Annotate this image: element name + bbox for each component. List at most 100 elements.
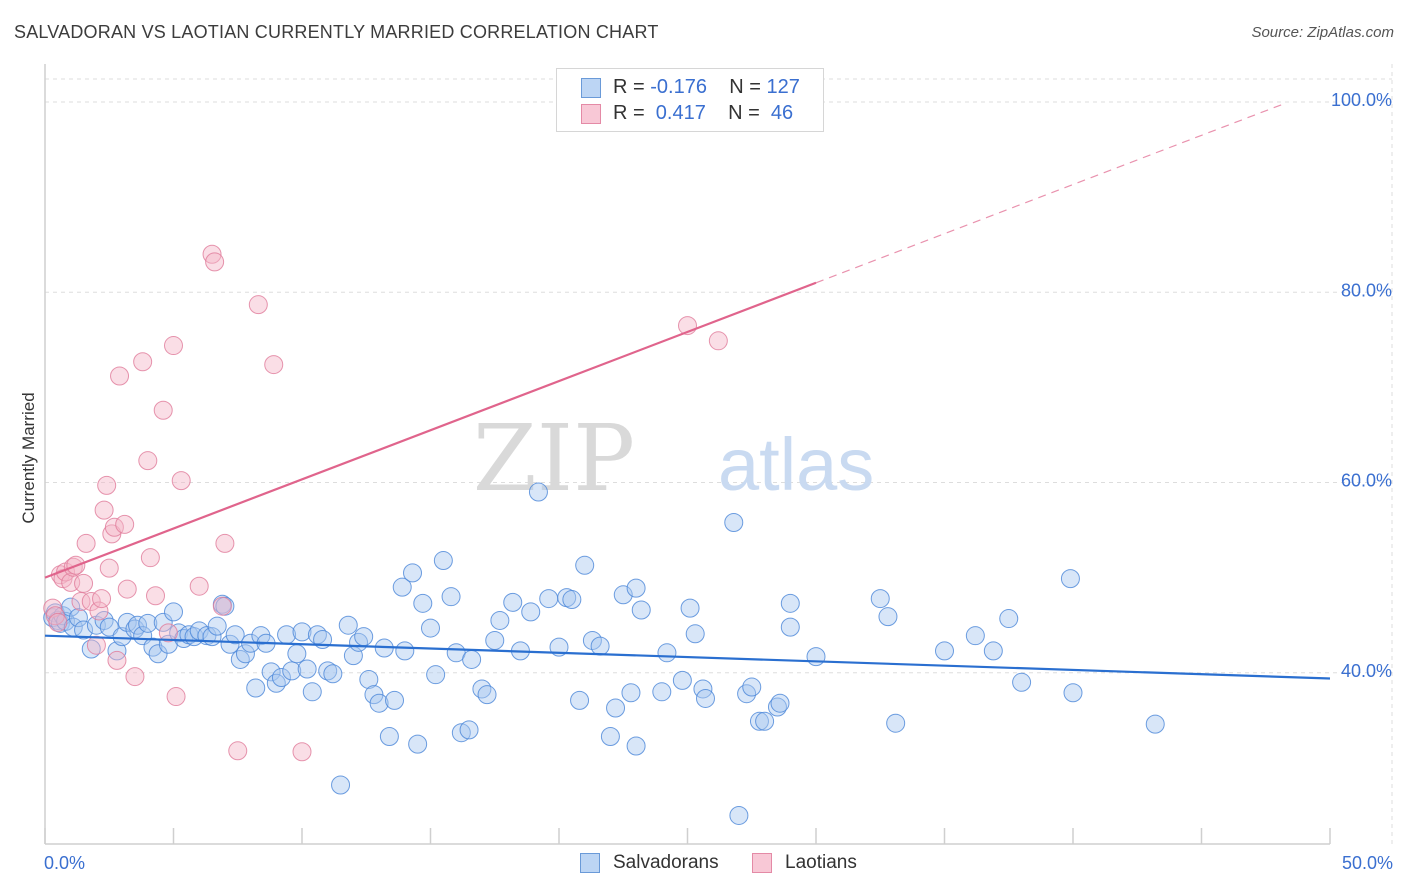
salvadoran-point	[56, 611, 76, 631]
salvadoran-point	[302, 682, 322, 702]
y-tick-label: 60.0%	[1341, 471, 1392, 491]
salvadoran-point	[74, 620, 94, 640]
laotian-point	[205, 252, 225, 272]
salvadoran-point	[81, 639, 101, 659]
laotian-point	[99, 558, 119, 578]
laotian-point	[115, 514, 135, 534]
laotian-point	[164, 336, 183, 356]
salvadoran-point	[426, 665, 446, 685]
salvadoran-point	[590, 636, 610, 656]
salvadoran-point	[742, 677, 762, 697]
salvadoran-point	[164, 602, 183, 622]
salvadoran-point	[652, 682, 672, 702]
salvadoran-point	[277, 625, 297, 645]
salvadoran-point	[297, 659, 317, 679]
salvadoran-point	[1060, 569, 1080, 589]
laotian-point	[189, 576, 209, 596]
salvadoran-point	[729, 805, 749, 825]
laotian-trend-extension	[815, 104, 1282, 284]
salvadoran-point	[472, 679, 492, 699]
laotian-point	[48, 612, 68, 632]
salvadoran-point	[451, 723, 471, 743]
salvadoran-point	[68, 608, 88, 628]
salvadoran-point	[806, 647, 826, 667]
salvadoran-point	[153, 612, 173, 632]
salvadoran-point	[626, 578, 646, 598]
legend-r-label: R =	[613, 102, 651, 124]
salvadoran-point	[266, 673, 286, 693]
salvadoran-point	[1145, 714, 1165, 734]
salvadoran-point	[338, 615, 358, 635]
laotian-point	[153, 400, 173, 420]
salvadoran-point	[575, 555, 595, 575]
salvadoran-point	[621, 683, 641, 703]
salvadoran-point	[562, 590, 582, 610]
salvadoran-point	[983, 641, 1003, 661]
legend-swatch-blue	[580, 853, 600, 873]
laotian-point	[248, 295, 268, 315]
salvadoran-point	[485, 630, 505, 650]
salvadoran-point	[695, 688, 715, 708]
salvadoran-point	[606, 698, 626, 718]
salvadoran-point	[138, 613, 158, 633]
laotian-point	[117, 579, 137, 599]
salvadoran-trend-line	[44, 634, 1331, 680]
laotian-point	[92, 589, 112, 609]
laotian-trend-line	[44, 281, 817, 579]
salvadoran-point	[421, 618, 440, 638]
laotian-point	[110, 366, 130, 386]
salvadoran-point	[282, 661, 302, 681]
salvadoran-point	[539, 589, 559, 609]
salvadoran-point	[600, 727, 620, 747]
salvadoran-point	[385, 690, 405, 710]
laotian-point	[215, 533, 235, 553]
laotian-point	[158, 623, 178, 643]
laotian-point	[133, 352, 153, 372]
salvadoran-point	[582, 630, 602, 650]
laotian-point	[43, 598, 63, 618]
salvadoran-point	[749, 711, 769, 731]
laotian-point	[708, 331, 728, 351]
salvadoran-point	[657, 643, 677, 663]
salvadoran-point	[359, 669, 379, 689]
laotian-point	[171, 471, 191, 491]
salvadoran-point	[999, 609, 1019, 629]
laotian-point	[212, 596, 232, 616]
legend-label-salvadorans: Salvadorans	[613, 852, 719, 873]
salvadoran-point	[99, 617, 119, 637]
legend-swatch-pink	[752, 853, 772, 873]
salvadoran-point	[107, 641, 127, 661]
legend-n-label: N =	[729, 76, 767, 98]
laotian-point	[264, 355, 284, 375]
salvadoran-point	[246, 678, 266, 698]
laotian-point	[166, 687, 186, 707]
salvadoran-point	[528, 482, 548, 502]
laotian-point	[228, 741, 248, 761]
salvadoran-point	[331, 775, 351, 795]
salvadoran-point	[369, 693, 389, 713]
salvadoran-point	[287, 644, 307, 664]
laotian-point	[86, 635, 106, 655]
salvadoran-point	[271, 668, 291, 688]
salvadoran-point	[433, 551, 453, 571]
salvadoran-point	[878, 607, 898, 627]
watermark-zip: ZIP	[473, 405, 635, 512]
salvadoran-point	[570, 690, 590, 710]
salvadoran-point	[408, 734, 428, 754]
salvadoran-point	[207, 616, 227, 636]
salvadoran-point	[886, 713, 906, 733]
salvadoran-point	[521, 602, 541, 622]
salvadoran-point	[755, 711, 775, 731]
salvadoran-point	[143, 637, 163, 657]
salvadoran-point	[220, 634, 240, 654]
laotian-point	[146, 586, 166, 606]
y-tick-label: 100.0%	[1331, 90, 1392, 110]
laotian-point	[202, 244, 222, 264]
salvadoran-point	[870, 589, 890, 609]
salvadoran-point	[724, 512, 744, 532]
salvadoran-point	[354, 627, 374, 647]
legend-label-laotians: Laotians	[785, 852, 857, 873]
legend-n-value: 46	[765, 102, 794, 124]
y-axis-title: Currently Married	[19, 392, 38, 523]
